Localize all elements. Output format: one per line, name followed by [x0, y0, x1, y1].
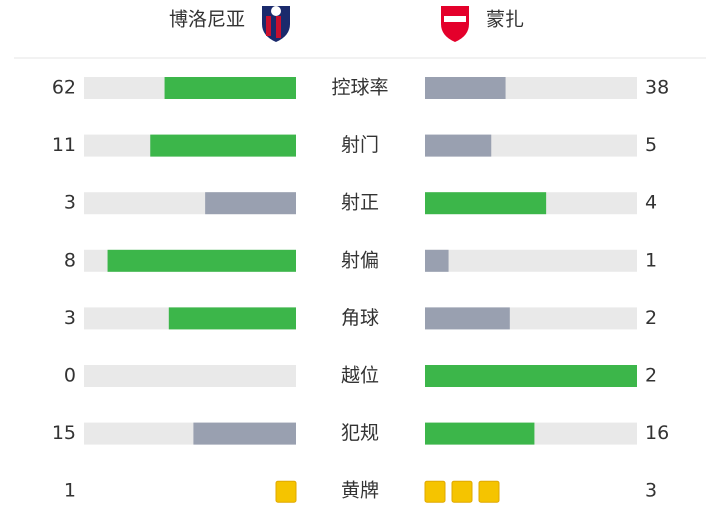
home-bar — [107, 249, 296, 272]
away-card — [424, 480, 446, 503]
home-value: 62 — [52, 77, 76, 99]
home-bar — [168, 307, 296, 330]
stat-label: 越位 — [341, 365, 379, 387]
away-bar — [425, 365, 637, 387]
away-bar — [425, 249, 449, 272]
home-value: 3 — [64, 192, 76, 214]
home-value: 8 — [64, 249, 76, 271]
home-value: 11 — [52, 134, 76, 156]
home-track — [84, 365, 296, 387]
away-bar — [425, 77, 506, 99]
stat-label: 射门 — [341, 134, 379, 156]
home-value: 0 — [64, 365, 76, 387]
away-team-name: 蒙扎 — [486, 9, 524, 31]
stat-label: 黄牌 — [341, 480, 379, 502]
home-bar — [164, 77, 296, 99]
home-bar — [193, 422, 296, 445]
stat-label: 角球 — [341, 307, 379, 329]
home-value: 1 — [64, 480, 76, 502]
away-value: 2 — [645, 365, 657, 387]
home-bar — [205, 192, 296, 215]
away-value: 1 — [645, 249, 657, 271]
home-team-name: 博洛尼亚 — [169, 9, 245, 31]
home-team-logo — [262, 6, 290, 42]
home-bar — [150, 134, 296, 157]
home-value: 15 — [52, 422, 76, 444]
away-value: 38 — [645, 77, 669, 99]
home-card — [275, 480, 297, 503]
away-value: 3 — [645, 480, 657, 502]
stat-label: 射正 — [341, 192, 379, 214]
away-bar — [425, 192, 547, 215]
away-track — [425, 249, 637, 272]
stat-label: 射偏 — [341, 249, 379, 271]
away-bar — [425, 307, 510, 330]
away-value: 5 — [645, 134, 657, 156]
away-bar — [425, 134, 492, 157]
away-value: 16 — [645, 422, 669, 444]
away-card — [478, 480, 500, 503]
away-value: 4 — [645, 192, 657, 214]
away-card — [451, 480, 473, 503]
home-value: 3 — [64, 307, 76, 329]
stat-label: 犯规 — [341, 422, 379, 444]
away-team-logo — [441, 6, 469, 42]
stat-label: 控球率 — [331, 77, 388, 99]
away-bar — [425, 422, 535, 445]
away-value: 2 — [645, 307, 657, 329]
